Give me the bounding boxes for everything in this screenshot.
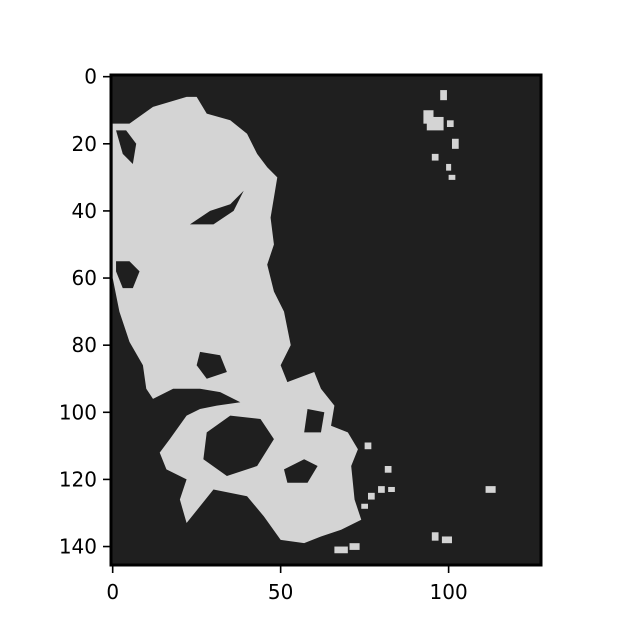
plot-frame <box>109 73 543 567</box>
mask-island <box>388 486 395 493</box>
mask-hole-inlet-g <box>304 408 325 433</box>
mask-island <box>361 503 368 509</box>
mask-island <box>331 439 338 446</box>
y-tick-label: 140 <box>59 535 97 559</box>
mask-island <box>440 90 447 101</box>
plot-area <box>111 75 541 565</box>
y-tick-label: 80 <box>72 333 97 357</box>
y-tick-label: 120 <box>59 467 97 491</box>
x-tick-label: 0 <box>106 580 119 604</box>
mask-island <box>431 153 439 161</box>
mask-island <box>446 120 454 128</box>
y-tick-label: 0 <box>84 65 97 89</box>
mask-island <box>485 486 496 493</box>
mask-foreground-layer <box>112 96 362 544</box>
x-tick-label: 100 <box>430 580 468 604</box>
mask-island <box>426 116 444 131</box>
mask-hole-inlet-b <box>116 130 137 164</box>
mask-hole-inlet-d <box>196 351 227 379</box>
mask-island <box>364 442 372 450</box>
mask-island <box>349 543 360 550</box>
mask-island <box>384 465 392 473</box>
mask-island <box>451 138 459 149</box>
mask-island <box>446 163 452 171</box>
mask-island <box>441 536 452 544</box>
mask-holes-layer <box>116 130 325 483</box>
y-tick-label: 40 <box>72 199 97 223</box>
mask-island <box>448 174 456 180</box>
mask-island <box>378 486 385 493</box>
y-tick-label: 20 <box>72 132 97 156</box>
mask-island <box>334 546 348 554</box>
y-tick-label: 60 <box>72 266 97 290</box>
y-tick-label: 100 <box>59 400 97 424</box>
y-axis: 0 20 40 60 80 100 120 140 <box>59 65 111 559</box>
mask-region-main-landmass <box>112 96 362 544</box>
mask-hole-inlet-c <box>116 261 140 289</box>
mask-hole-inlet-e <box>203 415 274 477</box>
mask-islands-layer <box>320 90 496 554</box>
mask-island <box>431 532 439 541</box>
mask-island <box>367 492 375 500</box>
x-tick-label: 50 <box>268 580 293 604</box>
mask-hole-inlet-a <box>189 190 244 225</box>
mask-hole-inlet-f <box>284 459 318 483</box>
x-axis: 0 50 100 <box>106 565 468 604</box>
mask-island <box>320 442 328 450</box>
